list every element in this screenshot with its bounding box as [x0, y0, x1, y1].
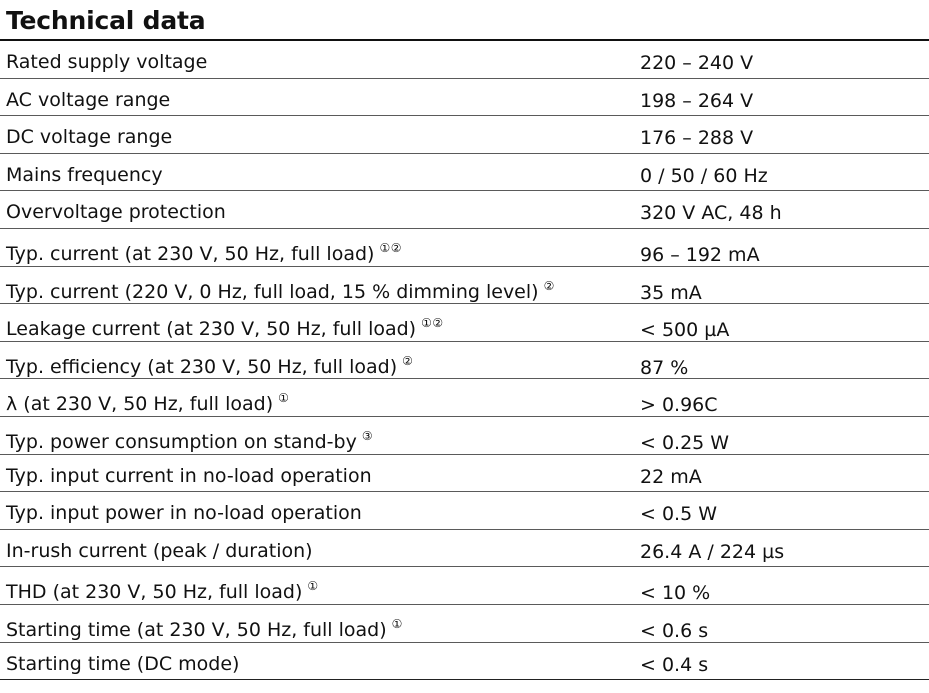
table-row: Leakage current (at 230 V, 50 Hz, full l…	[0, 304, 929, 342]
table-row: THD (at 230 V, 50 Hz, full load) ① < 10 %	[0, 567, 929, 605]
parameter-value: 320 V AC, 48 h	[640, 202, 782, 225]
parameter-value: 198 – 264 V	[640, 89, 754, 112]
parameter-label: AC voltage range	[6, 88, 171, 111]
parameter-label: Starting time (at 230 V, 50 Hz, full loa…	[6, 616, 403, 641]
table-row: DC voltage range 176 – 288 V	[0, 116, 929, 154]
parameter-label: λ (at 230 V, 50 Hz, full load) ①	[6, 391, 290, 416]
table-row: λ (at 230 V, 50 Hz, full load) ① > 0.96C	[0, 379, 929, 417]
parameter-label: Typ. input current in no-load operation	[6, 464, 372, 487]
parameter-label: In-rush current (peak / duration)	[6, 539, 313, 562]
parameter-value: < 0.25 W	[640, 431, 730, 454]
table-row: Typ. input power in no-load operation < …	[0, 492, 929, 530]
footnote-marker: ①②	[421, 316, 444, 331]
footnote-marker: ①	[307, 579, 319, 594]
parameter-value: < 500 µA	[640, 319, 730, 342]
parameter-value: 22 mA	[640, 465, 702, 488]
table-row: Starting time (DC mode) < 0.4 s	[0, 643, 929, 681]
parameter-label: Typ. power consumption on stand-by ③	[6, 428, 374, 453]
title-divider	[0, 39, 929, 41]
footnote-marker: ③	[361, 428, 374, 443]
parameter-value: < 0.4 s	[640, 653, 709, 676]
footnote-marker: ①	[391, 616, 403, 631]
footnote-marker: ①	[278, 391, 290, 406]
parameter-label: Typ. current (220 V, 0 Hz, full load, 15…	[6, 278, 555, 303]
table-row: In-rush current (peak / duration) 26.4 A…	[0, 530, 929, 568]
table-row: Typ. current (at 230 V, 50 Hz, full load…	[0, 229, 929, 267]
parameter-value: 26.4 A / 224 µs	[640, 540, 785, 563]
footnote-marker: ②	[402, 353, 414, 368]
table-row: Mains frequency 0 / 50 / 60 Hz	[0, 154, 929, 192]
parameter-label: THD (at 230 V, 50 Hz, full load) ①	[6, 579, 319, 604]
parameter-value: 0 / 50 / 60 Hz	[640, 164, 768, 187]
parameter-label: Rated supply voltage	[6, 51, 208, 73]
footnote-marker: ②	[543, 278, 555, 293]
parameter-value: < 0.6 s	[640, 619, 709, 642]
table-row: Overvoltage protection 320 V AC, 48 h	[0, 191, 929, 229]
footnote-marker: ①②	[379, 240, 402, 255]
table-row: Typ. current (220 V, 0 Hz, full load, 15…	[0, 267, 929, 305]
parameter-value: > 0.96C	[640, 394, 718, 417]
parameter-label: Overvoltage protection	[6, 201, 226, 224]
parameter-value: < 10 %	[640, 582, 711, 605]
parameter-value: 96 – 192 mA	[640, 243, 760, 266]
technical-data-table: Rated supply voltage 220 – 240 V AC volt…	[0, 41, 929, 681]
table-row: Rated supply voltage 220 – 240 V	[0, 41, 929, 79]
parameter-value: 87 %	[640, 356, 689, 379]
parameter-label: Typ. efficiency (at 230 V, 50 Hz, full l…	[6, 353, 414, 378]
parameter-label: Typ. input power in no-load operation	[6, 502, 362, 525]
table-row: Typ. power consumption on stand-by ③ < 0.…	[0, 417, 929, 455]
parameter-label: Leakage current (at 230 V, 50 Hz, full l…	[6, 316, 444, 341]
parameter-label: Mains frequency	[6, 163, 163, 186]
parameter-label: Typ. current (at 230 V, 50 Hz, full load…	[6, 240, 402, 265]
parameter-label: Starting time (DC mode)	[6, 652, 240, 675]
parameter-value: < 0.5 W	[640, 503, 718, 526]
parameter-label: DC voltage range	[6, 126, 173, 149]
table-row: Starting time (at 230 V, 50 Hz, full loa…	[0, 605, 929, 643]
section-title: Technical data	[6, 6, 206, 35]
table-row: Typ. input current in no-load operation …	[0, 455, 929, 493]
parameter-value: 176 – 288 V	[640, 127, 754, 150]
parameter-value: 35 mA	[640, 281, 702, 304]
parameter-value: 220 – 240 V	[640, 52, 754, 74]
table-row: Typ. efficiency (at 230 V, 50 Hz, full l…	[0, 342, 929, 380]
table-row: AC voltage range 198 – 264 V	[0, 79, 929, 117]
